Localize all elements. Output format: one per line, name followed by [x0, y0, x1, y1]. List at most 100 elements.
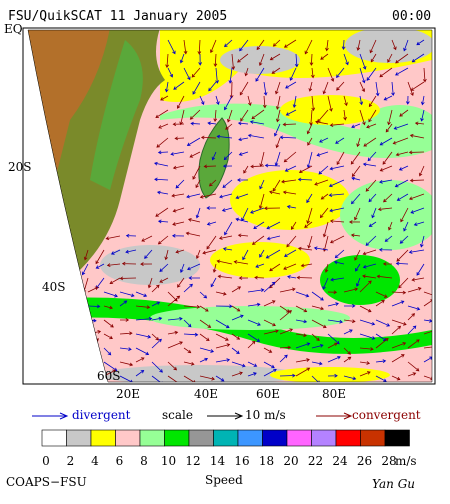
wind-arrow [403, 221, 409, 232]
wind-arrow [87, 286, 99, 293]
wind-arrow [328, 193, 345, 198]
wind-arrow [235, 217, 249, 223]
wind-arrow [119, 318, 130, 322]
wind-arrow [287, 275, 297, 279]
wind-arrow [206, 221, 217, 226]
wind-arrow [192, 165, 201, 180]
wind-arrow [359, 95, 364, 106]
wind-arrow [359, 280, 372, 293]
wind-arrow [418, 165, 425, 177]
wind-arrow [119, 361, 134, 367]
wind-arrow [310, 67, 315, 79]
footer-right: Yan Gu [372, 477, 415, 491]
wind-arrow [375, 300, 385, 307]
wind-arrow [231, 333, 241, 340]
wind-arrow [87, 304, 101, 309]
wind-arrow [167, 39, 176, 55]
wind-arrow [283, 39, 297, 48]
wind-arrow [413, 221, 425, 227]
wind-arrow [237, 178, 249, 182]
wind-arrow [375, 375, 387, 382]
wind-arrow [329, 165, 345, 171]
colorbar-swatch [66, 429, 92, 447]
wind-arrow [423, 329, 432, 335]
wind-arrow [155, 207, 169, 217]
wind-arrow [198, 53, 203, 66]
wind-arrow [119, 300, 128, 307]
wind-arrow [319, 207, 329, 219]
wind-arrow [159, 277, 169, 283]
time: 00:00 [392, 9, 431, 24]
wind-arrow [212, 263, 217, 273]
wind-arrow [368, 221, 377, 227]
wind-arrow [387, 53, 393, 63]
map [28, 30, 432, 382]
wind-arrow [151, 316, 163, 321]
wind-arrow [392, 137, 409, 145]
wind-arrow [263, 281, 276, 293]
wind-arrow [265, 249, 281, 259]
wind-arrow [391, 300, 405, 307]
lat-label: 20S [8, 160, 32, 174]
wind-arrow [125, 233, 137, 238]
wind-arrow [343, 356, 352, 363]
wind-arrow [213, 53, 218, 68]
wind-arrow [250, 207, 265, 214]
wind-arrow [359, 53, 367, 70]
lon-label: 80E [322, 387, 346, 401]
wind-arrow [322, 221, 329, 238]
wind-arrow [164, 249, 169, 261]
wind-arrow [307, 137, 313, 146]
wind-arrow [224, 39, 233, 48]
wind-arrow [199, 357, 209, 363]
speed-patch [360, 105, 432, 155]
wind-arrow [125, 249, 137, 254]
wind-arrow [203, 164, 217, 169]
wind-arrow [315, 120, 329, 125]
wind-arrow [199, 305, 209, 312]
wind-arrow [295, 342, 311, 349]
wind-arrow [211, 151, 217, 161]
wind-arrow [311, 343, 324, 349]
wind-arrow [359, 347, 374, 351]
legend-divergent: divergent [72, 408, 131, 422]
wind-arrow [215, 291, 227, 296]
wind-arrow [311, 305, 325, 311]
wind-arrow [279, 135, 297, 140]
wind-arrow [284, 165, 297, 172]
wind-arrow [176, 95, 185, 109]
wind-arrow [375, 81, 380, 97]
wind-arrow [103, 347, 112, 356]
wind-arrow [306, 151, 313, 169]
wind-arrow [223, 151, 233, 161]
wind-arrow [215, 319, 230, 329]
wind-arrow [356, 137, 361, 148]
wind-arrow [354, 249, 361, 261]
wind-arrow [217, 274, 233, 279]
wind-arrow [238, 137, 249, 142]
wind-arrow [283, 263, 297, 270]
wind-arrow [263, 347, 273, 353]
wind-arrow [359, 361, 371, 365]
footer-left: COAPS−FSU [6, 475, 87, 489]
wind-arrow [199, 333, 210, 341]
wind-arrow [407, 361, 420, 372]
wind-arrow [103, 291, 118, 298]
wind-arrow [215, 95, 220, 106]
wind-arrow [183, 305, 201, 309]
colorbar-swatch [384, 429, 410, 447]
wind-arrow [229, 81, 234, 99]
wind-arrow [231, 305, 241, 312]
wind-arrow [135, 291, 148, 297]
legend-arrow-head [234, 412, 244, 420]
wind-arrow [222, 164, 233, 168]
wind-arrow [282, 190, 297, 195]
lon-label: 60E [256, 387, 280, 401]
wind-arrow [215, 358, 231, 363]
wind-arrow [183, 361, 195, 366]
wind-arrow [251, 109, 265, 120]
wind-arrow [183, 319, 192, 328]
wind-arrow [119, 347, 132, 351]
wind-arrow [391, 290, 407, 295]
wind-arrow [409, 178, 425, 183]
